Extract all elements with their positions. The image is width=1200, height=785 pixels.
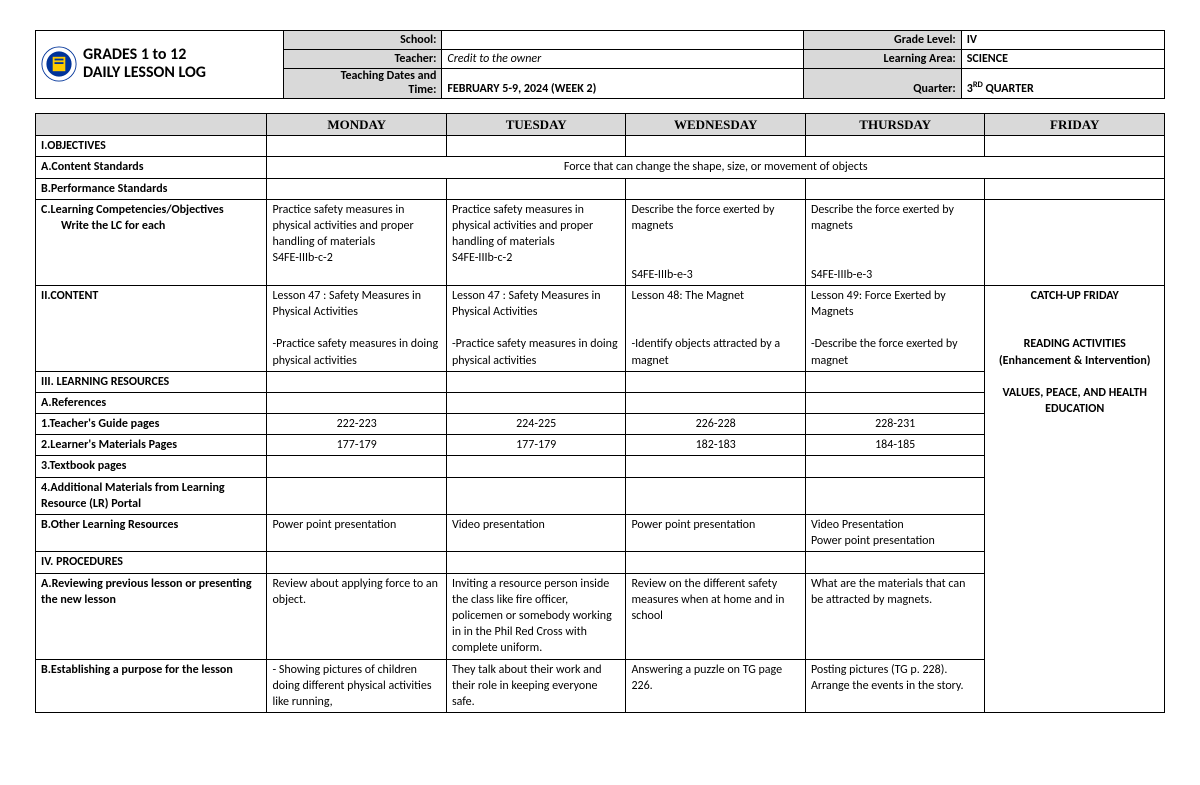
label-quarter: Quarter: bbox=[803, 69, 961, 98]
other-wed: Power point presentation bbox=[626, 515, 806, 552]
content-thu: Lesson 49: Force Exerted by Magnets -Des… bbox=[805, 285, 985, 371]
row-learning-competencies: C.Learning Competencies/Objectives Write… bbox=[36, 199, 267, 285]
lm-thu: 184-185 bbox=[805, 435, 985, 456]
purpose-thu: Posting pictures (TG p. 228). Arrange th… bbox=[805, 659, 985, 713]
label-teacher: Teacher: bbox=[284, 50, 442, 69]
section-objectives: I.OBJECTIVES bbox=[36, 136, 267, 157]
content-mon: Lesson 47 : Safety Measures in Physical … bbox=[267, 285, 447, 371]
review-thu: What are the materials that can be attra… bbox=[805, 573, 985, 659]
other-tue: Video presentation bbox=[446, 515, 626, 552]
label-school: School: bbox=[284, 31, 442, 50]
row-content: II.CONTENT bbox=[36, 285, 267, 371]
title-line2: DAILY LESSON LOG bbox=[83, 64, 206, 82]
value-area: SCIENCE bbox=[961, 50, 1164, 69]
content-standards-value: Force that can change the shape, size, o… bbox=[267, 157, 1165, 178]
other-mon: Power point presentation bbox=[267, 515, 447, 552]
lesson-log-table: MONDAY TUESDAY WEDNESDAY THURSDAY FRIDAY… bbox=[35, 113, 1165, 713]
friday-line1: CATCH-UP FRIDAY bbox=[990, 288, 1159, 304]
row-procedures: IV. PROCEDURES bbox=[36, 552, 267, 573]
row-content-standards: A.Content Standards bbox=[36, 157, 267, 178]
quarter-sup: RD bbox=[973, 80, 983, 90]
row-resources: III. LEARNING RESOURCES bbox=[36, 371, 267, 392]
row-other-resources: B.Other Learning Resources bbox=[36, 515, 267, 552]
tg-wed: 226-228 bbox=[626, 414, 806, 435]
review-tue: Inviting a resource person inside the cl… bbox=[446, 573, 626, 659]
purpose-mon: - Showing pictures of children doing dif… bbox=[267, 659, 447, 713]
label-dates: Teaching Dates andTime: bbox=[284, 69, 442, 98]
value-dates: FEBRUARY 5-9, 2024 (WEEK 2) bbox=[442, 69, 803, 98]
review-wed: Review on the different safety measures … bbox=[626, 573, 806, 659]
col-monday: MONDAY bbox=[267, 113, 447, 136]
content-wed: Lesson 48: The Magnet -Identify objects … bbox=[626, 285, 806, 371]
row-performance-standards: B.Performance Standards bbox=[36, 178, 267, 199]
quarter-rest: QUARTER bbox=[983, 82, 1034, 96]
friday-line4: VALUES, PEACE, AND HEALTH EDUCATION bbox=[990, 385, 1159, 417]
col-wednesday: WEDNESDAY bbox=[626, 113, 806, 136]
row-lm: 2.Learner's Materials Pages bbox=[36, 435, 267, 456]
blank-corner bbox=[36, 113, 267, 136]
friday-content: CATCH-UP FRIDAY READING ACTIVITIES (Enha… bbox=[985, 285, 1165, 712]
value-grade: IV bbox=[961, 31, 1164, 50]
lc-tue: Practice safety measures in physical act… bbox=[446, 199, 626, 285]
content-tue: Lesson 47 : Safety Measures in Physical … bbox=[446, 285, 626, 371]
label-grade: Grade Level: bbox=[803, 31, 961, 50]
friday-line2: READING ACTIVITIES bbox=[990, 336, 1159, 352]
col-friday: FRIDAY bbox=[985, 113, 1165, 136]
header-table: GRADES 1 to 12 DAILY LESSON LOG School: … bbox=[35, 30, 1165, 99]
lm-wed: 182-183 bbox=[626, 435, 806, 456]
title-line1: GRADES 1 to 12 bbox=[83, 46, 206, 64]
lc-label-1: C.Learning Competencies/Objectives bbox=[41, 203, 224, 217]
review-mon: Review about applying force to an object… bbox=[267, 573, 447, 659]
lc-thu: Describe the force exerted by magnets S4… bbox=[805, 199, 985, 285]
other-thu: Video Presentation Power point presentat… bbox=[805, 515, 985, 552]
lc-mon: Practice safety measures in physical act… bbox=[267, 199, 447, 285]
row-references: A.References bbox=[36, 392, 267, 413]
lc-fri bbox=[985, 199, 1165, 285]
value-school bbox=[442, 31, 803, 50]
col-tuesday: TUESDAY bbox=[446, 113, 626, 136]
label-area: Learning Area: bbox=[803, 50, 961, 69]
lc-wed: Describe the force exerted by magnets S4… bbox=[626, 199, 806, 285]
purpose-tue: They talk about their work and their rol… bbox=[446, 659, 626, 713]
lc-label-2: Write the LC for each bbox=[41, 218, 261, 234]
document-title: GRADES 1 to 12 DAILY LESSON LOG bbox=[36, 31, 284, 99]
row-additional: 4.Additional Materials from Learning Res… bbox=[36, 477, 267, 514]
tg-tue: 224-225 bbox=[446, 414, 626, 435]
friday-line3: (Enhancement & Intervention) bbox=[990, 353, 1159, 369]
row-tg: 1.Teacher's Guide pages bbox=[36, 414, 267, 435]
row-textbook: 3.Textbook pages bbox=[36, 456, 267, 477]
purpose-wed: Answering a puzzle on TG page 226. bbox=[626, 659, 806, 713]
value-quarter: 3RD QUARTER bbox=[961, 69, 1164, 98]
lm-tue: 177-179 bbox=[446, 435, 626, 456]
row-review: A.Reviewing previous lesson or presentin… bbox=[36, 573, 267, 659]
deped-logo bbox=[41, 46, 77, 82]
value-teacher: Credit to the owner bbox=[442, 50, 803, 69]
tg-mon: 222-223 bbox=[267, 414, 447, 435]
row-purpose: B.Establishing a purpose for the lesson bbox=[36, 659, 267, 713]
col-thursday: THURSDAY bbox=[805, 113, 985, 136]
lm-mon: 177-179 bbox=[267, 435, 447, 456]
tg-thu: 228-231 bbox=[805, 414, 985, 435]
